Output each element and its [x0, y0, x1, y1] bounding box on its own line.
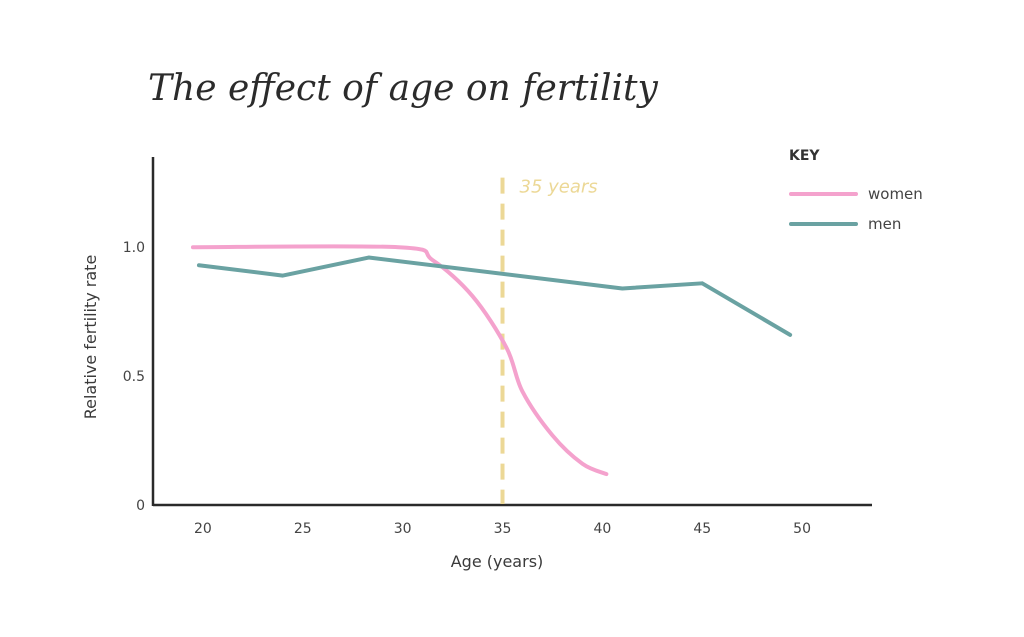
chart-title: The effect of age on fertility — [148, 68, 658, 109]
x-tick-label: 25 — [294, 521, 312, 537]
y-tick-label: 1.0 — [123, 240, 145, 256]
legend-label-men: men — [868, 215, 901, 233]
series-line-men — [196, 255, 793, 337]
threshold-label: 35 years — [520, 177, 598, 198]
x-tick-label: 20 — [194, 521, 212, 537]
y-axis-label: Relative fertility rate — [81, 255, 100, 420]
x-tick-label: 35 — [494, 521, 512, 537]
y-tick-label: 0 — [136, 498, 145, 514]
axes — [151, 157, 872, 507]
legend-title: KEY — [789, 148, 820, 164]
x-tick-labels: 20 25 30 35 40 45 50 — [194, 521, 811, 537]
x-tick-label: 50 — [793, 521, 811, 537]
x-axis-label: Age (years) — [451, 552, 544, 571]
annotations: 35 years — [500, 177, 598, 504]
x-tick-label: 30 — [394, 521, 412, 537]
legend-items: women men — [789, 185, 923, 233]
y-tick-labels: 0 0.5 1.0 — [123, 240, 145, 514]
y-tick-label: 0.5 — [123, 369, 145, 385]
legend: KEY women men — [789, 148, 923, 233]
legend-label-women: women — [868, 185, 923, 203]
x-tick-label: 40 — [593, 521, 611, 537]
x-tick-label: 45 — [693, 521, 711, 537]
series-lines — [190, 244, 793, 477]
series-line-women — [190, 244, 609, 477]
